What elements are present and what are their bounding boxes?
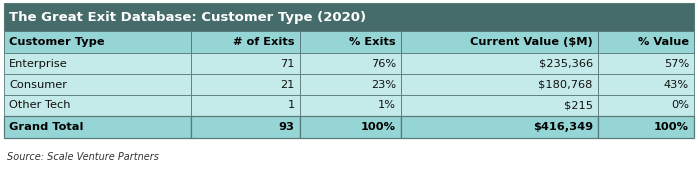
Bar: [4, 74, 191, 95]
Text: 43%: 43%: [664, 80, 689, 89]
Bar: [191, 74, 300, 95]
Bar: [191, 31, 300, 53]
Text: $215: $215: [564, 101, 593, 110]
Bar: [401, 31, 598, 53]
Text: 100%: 100%: [654, 122, 689, 132]
Text: 1%: 1%: [378, 101, 396, 110]
Text: % Value: % Value: [638, 37, 689, 47]
Text: 100%: 100%: [361, 122, 396, 132]
Text: 1: 1: [288, 101, 295, 110]
Bar: [598, 53, 694, 74]
Text: 0%: 0%: [671, 101, 689, 110]
Bar: [191, 95, 300, 116]
Text: Grand Total: Grand Total: [9, 122, 84, 132]
Text: 57%: 57%: [664, 58, 689, 69]
Bar: [598, 116, 694, 138]
Text: Enterprise: Enterprise: [9, 58, 68, 69]
Text: $416,349: $416,349: [533, 122, 593, 132]
Bar: [598, 31, 694, 53]
Text: 21: 21: [281, 80, 295, 89]
Bar: [4, 53, 191, 74]
Bar: [401, 95, 598, 116]
Text: Source: Scale Venture Partners: Source: Scale Venture Partners: [7, 152, 159, 162]
Bar: [598, 74, 694, 95]
Text: Consumer: Consumer: [9, 80, 67, 89]
Text: $235,366: $235,366: [539, 58, 593, 69]
Bar: [300, 53, 401, 74]
Bar: [300, 116, 401, 138]
Text: Customer Type: Customer Type: [9, 37, 105, 47]
Text: Current Value ($M): Current Value ($M): [470, 37, 593, 47]
Bar: [300, 31, 401, 53]
Bar: [598, 95, 694, 116]
Text: The Great Exit Database: Customer Type (2020): The Great Exit Database: Customer Type (…: [9, 10, 366, 23]
Text: 76%: 76%: [371, 58, 396, 69]
Bar: [300, 95, 401, 116]
Bar: [191, 116, 300, 138]
Bar: [4, 31, 191, 53]
Text: 93: 93: [279, 122, 295, 132]
Text: 71: 71: [281, 58, 295, 69]
Bar: [4, 3, 694, 31]
Text: # of Exits: # of Exits: [233, 37, 295, 47]
Text: % Exits: % Exits: [350, 37, 396, 47]
Text: Other Tech: Other Tech: [9, 101, 70, 110]
Bar: [401, 74, 598, 95]
Text: 23%: 23%: [371, 80, 396, 89]
Bar: [401, 116, 598, 138]
Bar: [300, 74, 401, 95]
Text: $180,768: $180,768: [538, 80, 593, 89]
Bar: [191, 53, 300, 74]
Bar: [401, 53, 598, 74]
Bar: [4, 95, 191, 116]
Bar: [4, 116, 191, 138]
